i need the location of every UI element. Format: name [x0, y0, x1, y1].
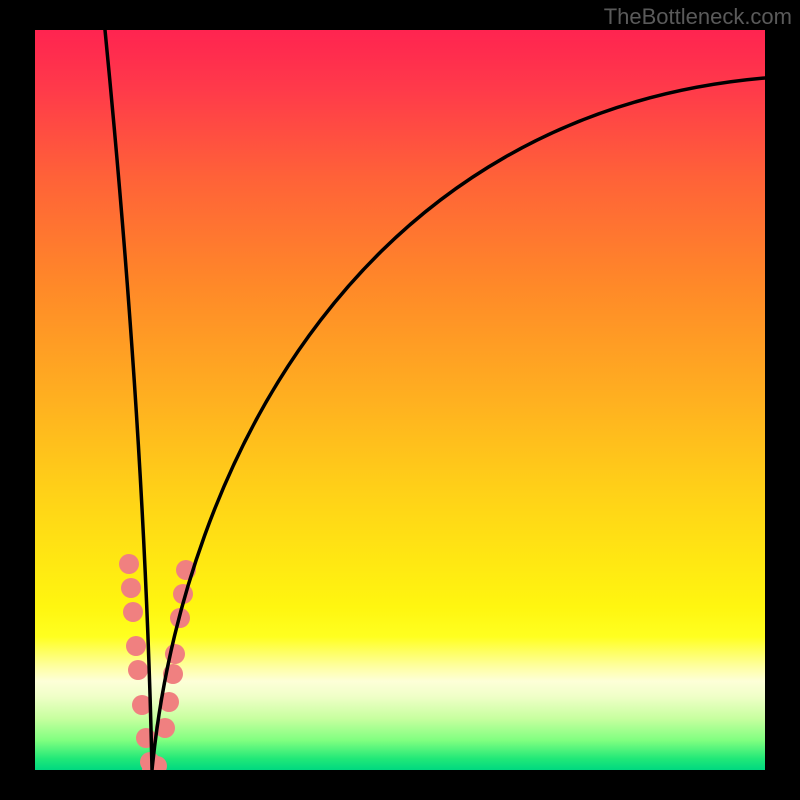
- data-point: [119, 554, 139, 574]
- data-point: [121, 578, 141, 598]
- bottleneck-curve: [35, 30, 765, 770]
- data-point: [123, 602, 143, 622]
- attribution-text: TheBottleneck.com: [604, 4, 792, 30]
- plot-area: [35, 30, 765, 770]
- chart-container: TheBottleneck.com: [0, 0, 800, 800]
- curve-line: [105, 30, 765, 770]
- data-point: [128, 660, 148, 680]
- data-markers: [119, 554, 196, 770]
- data-point: [126, 636, 146, 656]
